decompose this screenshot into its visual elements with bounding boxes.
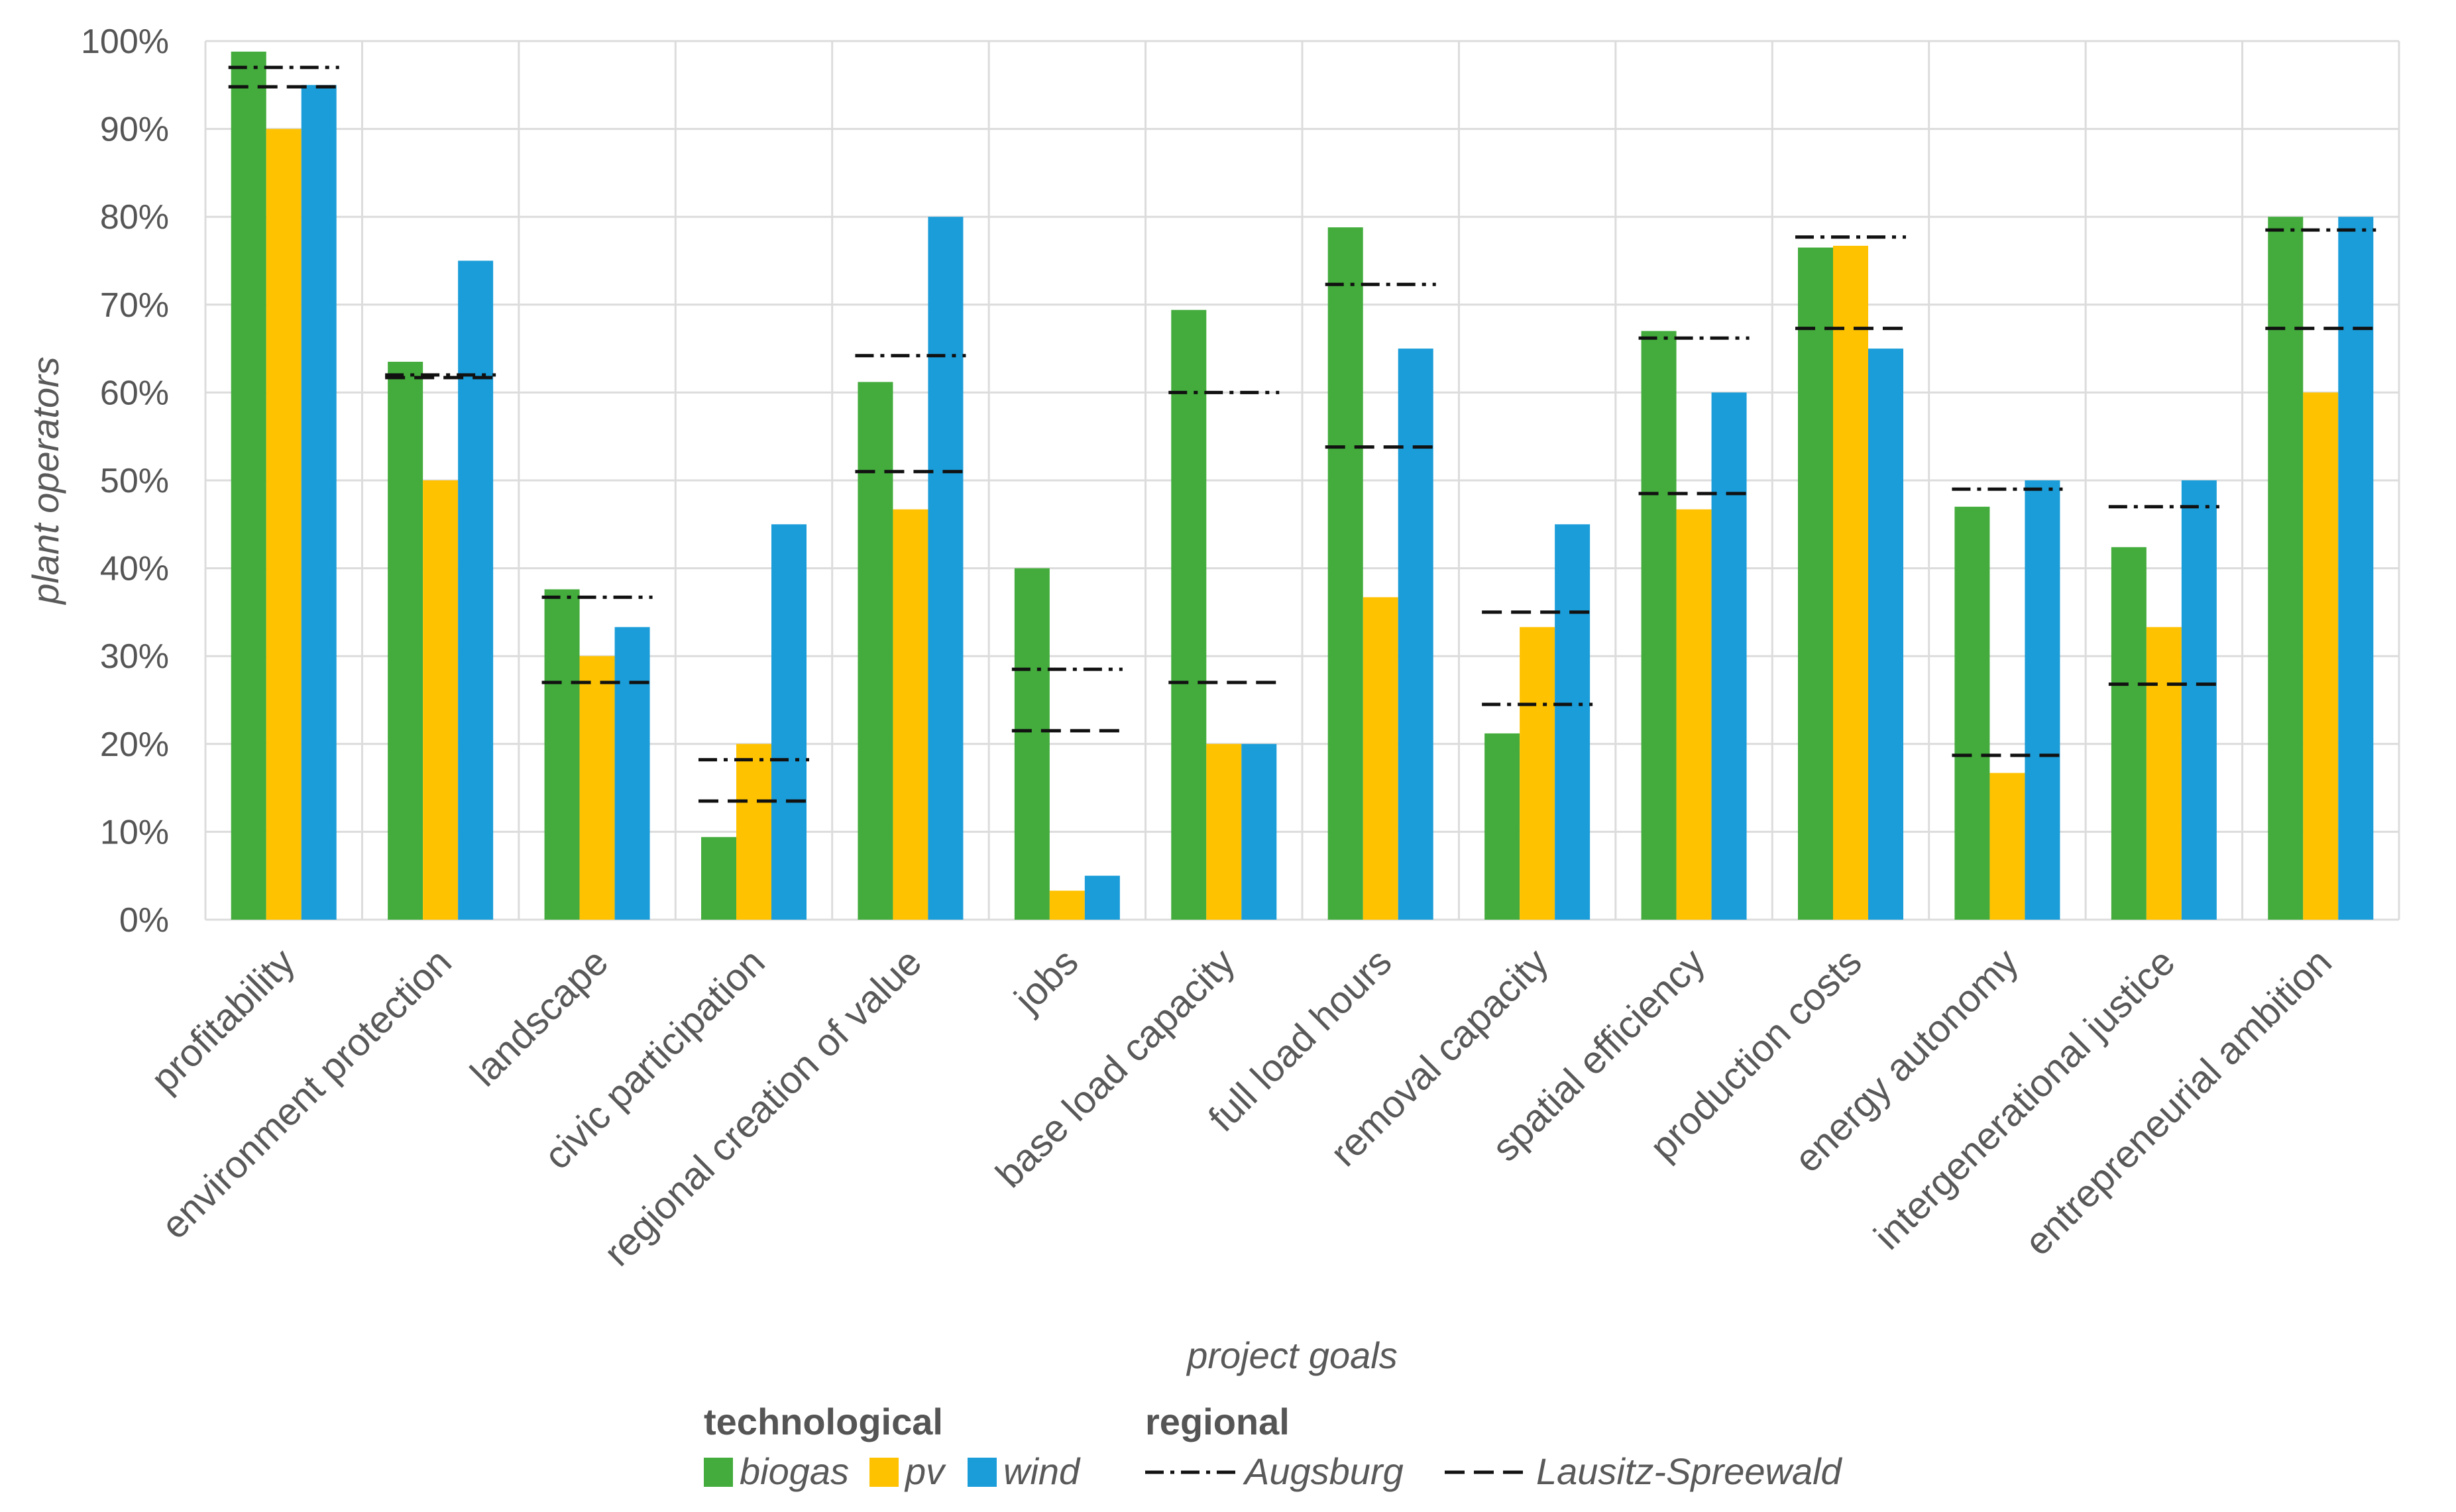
x-category-label: entrepreneurial ambition [2017, 940, 2340, 1264]
bar-pv [1049, 891, 1085, 920]
bar-pv [1833, 245, 1868, 920]
bar-pv [1520, 627, 1555, 920]
x-category-label: profitability [142, 940, 303, 1101]
y-tick-label: 30% [100, 637, 169, 676]
bar-wind [614, 627, 650, 920]
x-category-label: environment protection [153, 940, 460, 1247]
bar-wind [458, 260, 494, 920]
bar-biogas [2111, 547, 2147, 920]
y-tick-label: 10% [100, 813, 169, 851]
bar-pv [1989, 773, 2025, 920]
legend-label-wind: wind [1003, 1450, 1081, 1492]
bar-wind [771, 524, 807, 920]
legend-swatch-biogas [704, 1458, 733, 1487]
y-axis-title: plant operators [25, 356, 66, 606]
y-tick-label: 60% [100, 374, 169, 412]
bar-wind [1084, 875, 1120, 920]
bar-biogas [2268, 217, 2304, 920]
bar-biogas [231, 51, 266, 920]
bar-biogas [1641, 331, 1677, 920]
bar-pv [1363, 597, 1398, 920]
y-tick-label: 90% [100, 111, 169, 149]
bar-pv [736, 743, 771, 920]
gridlines [204, 40, 2400, 921]
legend-label-lausitz: Lausitz-Spreewald [1536, 1450, 1843, 1492]
legend-label-augsburg: Augsburg [1243, 1450, 1404, 1492]
bar-pv [1676, 509, 1712, 920]
bar-pv [423, 480, 459, 920]
bar-wind [1241, 743, 1277, 920]
bar-biogas [388, 361, 423, 920]
bar-wind [2025, 480, 2060, 920]
y-tick-label: 50% [100, 462, 169, 500]
legend-label-pv: pv [904, 1450, 946, 1492]
x-category-label: intergenerational justice [1866, 940, 2183, 1258]
bar-wind [928, 217, 964, 920]
bar-biogas [1954, 506, 1990, 920]
y-tick-label: 40% [100, 550, 169, 588]
bar-wind [1711, 392, 1747, 920]
bar-pv [1206, 743, 1242, 920]
y-tick-label: 100% [81, 23, 169, 61]
bar-wind [2181, 480, 2217, 920]
bar-wind [1868, 349, 1903, 920]
bar-biogas [701, 837, 736, 920]
legend: technological regional biogas pv wind Au… [704, 1401, 1843, 1492]
bar-biogas [858, 382, 893, 920]
bars [231, 51, 2374, 920]
bar-biogas [1484, 733, 1520, 920]
legend-swatch-wind [968, 1458, 997, 1487]
y-tick-label: 80% [100, 198, 169, 237]
legend-heading-regional: regional [1145, 1401, 1290, 1442]
bar-biogas [1798, 247, 1833, 920]
y-tick-label: 70% [100, 286, 169, 325]
bar-pv [266, 129, 302, 920]
bar-wind [301, 85, 337, 920]
bar-wind [1555, 524, 1591, 920]
bar-biogas [544, 589, 580, 920]
y-tick-label: 0% [119, 901, 169, 940]
bar-wind [1398, 349, 1433, 920]
bar-biogas [1171, 309, 1207, 920]
y-axis-tick-labels: 0% 10% 20% 30% 40% 50% 60% 70% 80% 90% 100% [81, 23, 169, 940]
x-category-label: regional creation of value [596, 940, 930, 1274]
bar-biogas [1327, 227, 1363, 920]
bar-pv [579, 656, 615, 920]
bar-pv [2303, 392, 2339, 920]
reference-lines [228, 66, 2376, 803]
bar-biogas [1014, 568, 1050, 920]
legend-heading-technological: technological [704, 1401, 943, 1442]
y-tick-label: 20% [100, 726, 169, 764]
x-axis-title: project goals [1186, 1334, 1398, 1376]
bar-pv [893, 509, 928, 920]
x-category-label: jobs [1005, 940, 1087, 1022]
x-category-label: landscape [462, 940, 616, 1095]
bar-pv [2146, 627, 2182, 920]
legend-swatch-pv [869, 1458, 899, 1487]
bar-wind [2338, 217, 2374, 920]
legend-label-biogas: biogas [740, 1450, 849, 1492]
